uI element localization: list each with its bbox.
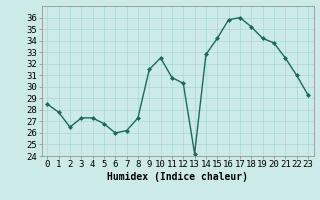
X-axis label: Humidex (Indice chaleur): Humidex (Indice chaleur) <box>107 172 248 182</box>
